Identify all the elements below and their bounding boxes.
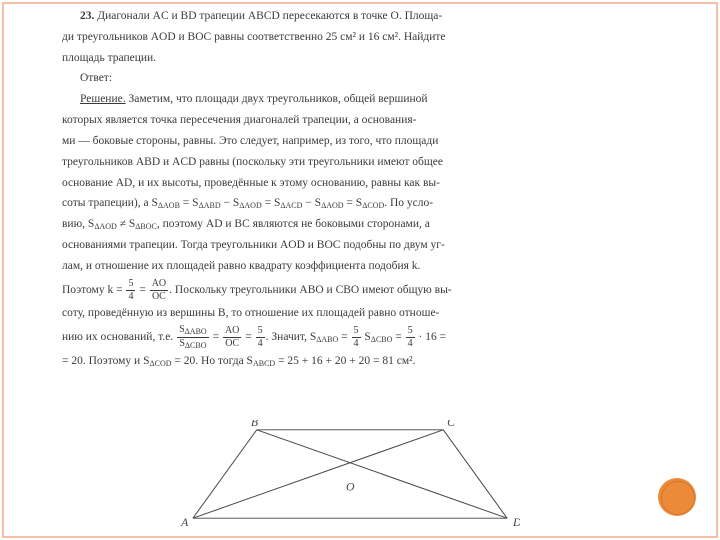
sub-abo-2: ΔABO	[316, 336, 338, 345]
frac-sabo-scbo: SΔABOSΔCBO	[177, 325, 209, 350]
sol-line-9: лам, и отношение их площадей равно квадр…	[62, 258, 654, 276]
sol01: Заметим, что площади двух треугольников,…	[126, 93, 428, 105]
n2: AO	[150, 279, 168, 291]
answer-line: Ответ:	[62, 70, 654, 88]
sub-cod: ΔCOD	[362, 201, 384, 210]
svg-text:A: A	[180, 516, 189, 528]
d5: 4	[256, 338, 265, 349]
s12e: =	[338, 332, 350, 344]
d4: OC	[223, 338, 241, 349]
d7: 4	[406, 338, 415, 349]
stmt-a: Диагонали AC и BD трапеции ABCD пересека…	[97, 10, 442, 22]
sol-line-2: которых является точка пересечения диаго…	[62, 112, 654, 130]
sol-line-13: = 20. Поэтому и SΔCOD = 20. Но тогда SAB…	[62, 353, 654, 371]
s6b2: = S	[262, 197, 281, 209]
sol-line-10: Поэтому k = 54 = AOOC. Поскольку треугол…	[62, 279, 654, 302]
n1: 5	[126, 279, 135, 291]
sol-line-5: основание AD, и их высоты, проведённые к…	[62, 175, 654, 193]
s12e2: =	[392, 332, 404, 344]
frac-aooc-2: AOOC	[223, 326, 241, 349]
s7c: , поэтому AD и BC являются не боковыми с…	[157, 218, 430, 230]
trapezoid-diagram: A B C D O	[180, 420, 520, 528]
n7: 5	[406, 326, 415, 338]
decorative-dot-icon	[658, 478, 696, 516]
s12c: =	[242, 332, 254, 344]
s13c: = 25 + 16 + 20 + 20 = 81 см².	[275, 355, 415, 367]
frac-54-3: 54	[352, 326, 361, 349]
s7b: ≠ S	[117, 218, 135, 230]
d1: 4	[126, 291, 135, 302]
s6e: . По усло-	[384, 197, 433, 209]
svg-text:O: O	[346, 481, 355, 494]
frac-54-4: 54	[406, 326, 415, 349]
d2: OC	[150, 291, 168, 302]
s10c: . Поскольку треугольники ABO и CBO имеют…	[169, 284, 452, 296]
sol-line-12: нию их оснований, т.е. SΔABOSΔCBO = AOOC…	[62, 325, 654, 350]
sub-aod-2: ΔAOD	[321, 201, 343, 210]
n3: SΔABO	[177, 325, 209, 338]
s6b: = S	[180, 197, 199, 209]
s12f: S	[362, 332, 371, 344]
s13a: = 20. Поэтому и S	[62, 355, 149, 367]
svg-text:C: C	[447, 420, 455, 429]
text-content: 23. Диагонали AC и BD трапеции ABCD пере…	[62, 8, 654, 374]
s10b: =	[136, 284, 148, 296]
fd3s: ΔCBO	[185, 341, 207, 350]
s7a: вию, S	[62, 218, 94, 230]
sub-abcd: ABCD	[253, 359, 275, 368]
sol-line-4: треугольников ABD и ACD равны (поскольку…	[62, 154, 654, 172]
solution-label: Решение.	[80, 93, 126, 105]
s13b: = 20. Но тогда S	[172, 355, 253, 367]
sub-acd: ΔACD	[280, 201, 302, 210]
frac-54-1: 54	[126, 279, 135, 302]
d6: 4	[352, 338, 361, 349]
s6a: соты трапеции), а S	[62, 197, 158, 209]
problem-line-1: 23. Диагонали AC и BD трапеции ABCD пере…	[62, 8, 654, 26]
n6: 5	[352, 326, 361, 338]
sol-line-11: соту, проведённую из вершины B, то отнош…	[62, 305, 654, 323]
problem-line-3: площадь трапеции.	[62, 50, 654, 68]
frac-aooc-1: AOOC	[150, 279, 168, 302]
problem-number: 23.	[80, 10, 94, 22]
s10a: Поэтому k =	[62, 284, 125, 296]
s12b: =	[210, 332, 222, 344]
sub-aob-1: ΔAOB	[158, 201, 180, 210]
sub-cbo-2: ΔCBO	[371, 336, 393, 345]
sol-line-1: Решение. Заметим, что площади двух треуг…	[62, 91, 654, 109]
s6c: − S	[221, 197, 240, 209]
s12d: . Значит, S	[266, 332, 317, 344]
svg-text:D: D	[512, 516, 520, 528]
sol-line-6: соты трапеции), а SΔAOB = SΔABD − SΔAOD …	[62, 195, 654, 213]
svg-text:B: B	[251, 420, 258, 429]
s12a: нию их оснований, т.е.	[62, 332, 176, 344]
n4: AO	[223, 326, 241, 338]
d3: SΔCBO	[177, 338, 209, 350]
sub-cod-2: ΔCOD	[149, 359, 171, 368]
sub-abd: ΔABD	[199, 201, 221, 210]
fn3s: ΔABO	[185, 327, 207, 336]
sol-line-7: вию, SΔAOD ≠ SΔBOC, поэтому AD и BC явля…	[62, 216, 654, 234]
problem-line-2: ди треугольников AOD и BOC равны соответ…	[62, 29, 654, 47]
sub-aod-3: ΔAOD	[94, 222, 116, 231]
n5: 5	[256, 326, 265, 338]
s12g: · 16 =	[416, 332, 446, 344]
sub-aod-1: ΔAOD	[239, 201, 261, 210]
sol-line-3: ми — боковые стороны, равны. Это следует…	[62, 133, 654, 151]
s6d: − S	[302, 197, 321, 209]
answer-label: Ответ:	[80, 72, 112, 84]
s6b3: = S	[344, 197, 363, 209]
sub-boc: ΔBOC	[135, 222, 157, 231]
sol-line-8: основаниями трапеции. Тогда треугольники…	[62, 237, 654, 255]
frac-54-2: 54	[256, 326, 265, 349]
